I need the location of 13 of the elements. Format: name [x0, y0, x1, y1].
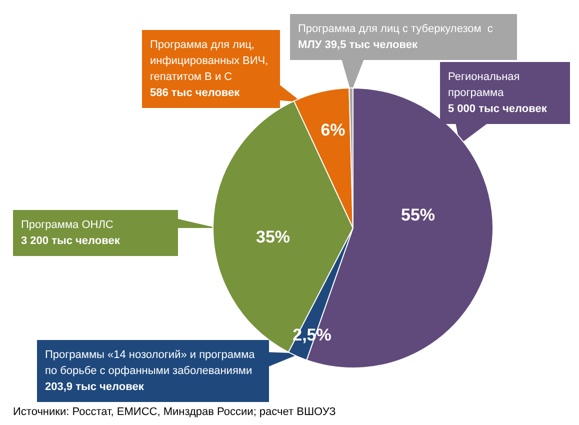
slice-label: Программа ОНЛС — [21, 219, 114, 231]
data-label: 5 000 тыс человек — [448, 103, 548, 115]
text: Источники: Росстат, ЕМИСС, Минздрав России; расчет ВШОУЗ — [13, 406, 336, 418]
slice-label: Программа для лиц с туберкулезом с МЛУ 39,5 тыс человек — [298, 23, 494, 51]
text: 35% — [256, 228, 290, 246]
data-label: 3 200 тыс человек — [21, 235, 120, 247]
data-label: 586 тыс человек — [150, 87, 240, 99]
data-label: 203,9 тыс человек — [45, 381, 144, 393]
slice-label: Региональная программа — [448, 71, 520, 99]
text: 6% — [320, 120, 346, 140]
slice-label: Программа для лиц, инфицированных ВИЧ, гепатитом В и С — [150, 39, 268, 83]
legend-label: Программы «14 нозологий» и программа по борьбе с орфанными заболеваниями — [45, 349, 256, 377]
text: 55% — [400, 206, 436, 224]
